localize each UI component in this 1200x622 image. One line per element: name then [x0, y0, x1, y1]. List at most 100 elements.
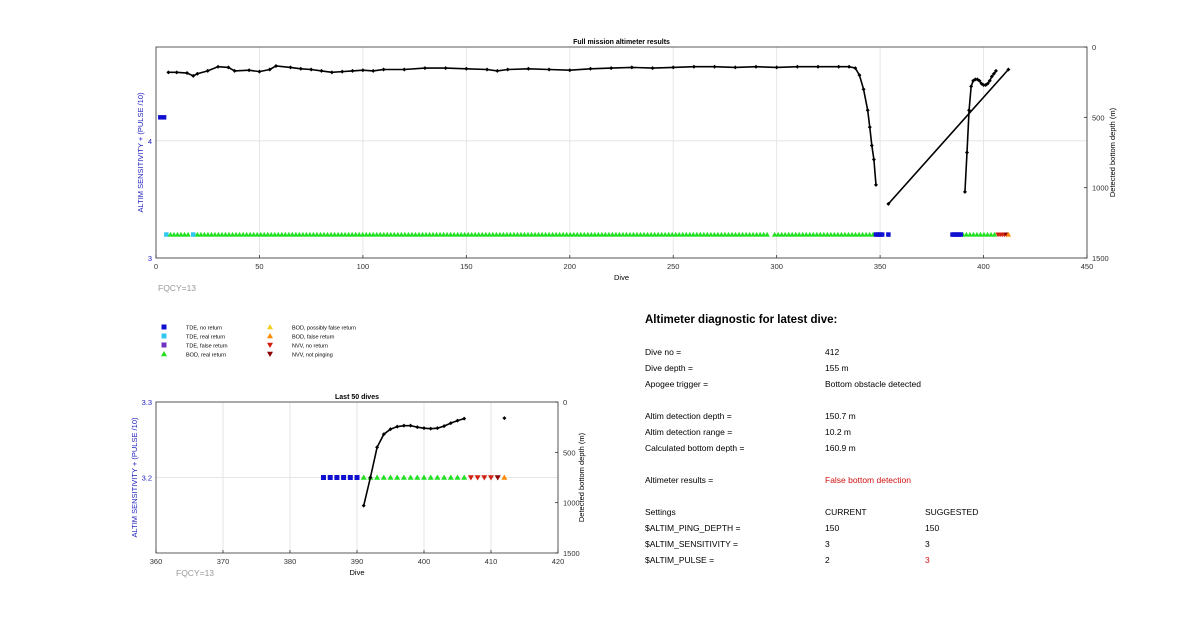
full-mission-series-2-marker: [296, 231, 303, 237]
dive-depth-value: 155 m: [825, 363, 849, 373]
full-mission-series-2-marker: [440, 231, 447, 237]
full-mission-series-2-marker: [178, 231, 184, 237]
legend-label: NVV, not pinging: [292, 353, 333, 359]
full-mission-series-2-marker: [609, 231, 616, 237]
last-50-y-right-tick-label: 500: [563, 448, 576, 457]
full-mission-series-2-marker: [395, 231, 401, 237]
full-mission-series-2-marker: [757, 231, 763, 237]
full-mission-series-2-marker: [402, 231, 408, 237]
full-mission-series-7-depth-point: [712, 64, 717, 69]
full-mission-series-8-depth-point: [991, 71, 996, 76]
full-mission-series-2-marker: [331, 231, 338, 237]
full-mission-series-7-depth-point: [298, 66, 303, 71]
full-mission-series-2-marker: [426, 231, 433, 237]
full-mission-series-2-marker: [807, 231, 813, 237]
results-label: Altimeter results =: [645, 475, 714, 485]
full-mission-series-7-depth-point: [671, 65, 676, 70]
full-mission-series-2-marker: [490, 231, 496, 237]
full-mission-y-left-label: ALTIM SENSITIVITY + (PULSE /10): [136, 92, 145, 212]
full-mission-series-8-depth-point: [973, 77, 978, 82]
full-mission-series-2-marker: [793, 231, 799, 237]
full-mission-series-2-marker: [563, 231, 570, 237]
last-50-series-1-marker: [360, 474, 367, 480]
full-mission-series-2-marker: [549, 231, 556, 237]
last-50-series-5-depth-point: [462, 416, 467, 421]
full-mission-series-2-marker: [215, 231, 222, 237]
full-mission-series-7-depth-point: [505, 67, 510, 72]
full-mission-series-2-marker: [651, 231, 658, 237]
full-mission-series-2-marker: [736, 231, 742, 237]
full-mission-series-2-marker: [279, 231, 285, 237]
full-mission-series-2-marker: [374, 231, 380, 237]
full-mission-series-2-marker: [528, 231, 535, 237]
full-mission-series-7-depth-point: [195, 71, 200, 76]
full-mission-series-2-marker: [963, 231, 970, 237]
suggested-header: SUGGESTED: [925, 507, 979, 517]
full-mission-series-2-marker: [476, 231, 482, 237]
full-mission-series-2-marker: [574, 231, 580, 237]
full-mission-x-tick-label: 400: [977, 262, 990, 271]
full-mission-series-2-marker: [367, 231, 373, 237]
full-mission-series-2-marker: [722, 231, 728, 237]
full-mission-series-7-depth-point: [174, 70, 179, 75]
full-mission-series-2-marker: [581, 231, 587, 237]
full-mission-series-7-depth-point: [857, 73, 862, 78]
full-mission-series-8-depth-point: [987, 78, 992, 83]
last-50-y-left-label: ALTIM SENSITIVITY + (PULSE /10): [130, 417, 139, 537]
full-mission-series-2-marker: [377, 231, 383, 237]
last-50-y-right-tick-label: 0: [563, 398, 567, 407]
full-mission-series-2-marker: [782, 231, 788, 237]
full-mission-series-7-depth-point: [273, 63, 278, 68]
full-mission-x-tick-label: 0: [154, 262, 158, 271]
full-mission-series-2-marker: [715, 231, 721, 237]
full-mission-series-2-marker: [824, 231, 831, 237]
full-mission-series-2-marker: [602, 231, 609, 237]
full-mission-series-2-marker: [275, 231, 281, 237]
full-mission-series-2-marker: [592, 231, 598, 237]
last-50-y-left-tick-label: 3.2: [142, 474, 152, 483]
detection-depth-label: Altim detection depth =: [645, 411, 732, 421]
full-mission-series-2-marker: [419, 231, 426, 237]
full-mission-series-7-depth-point: [691, 64, 696, 69]
last-50-series-5-depth-point: [401, 423, 406, 428]
full-mission-series-7-depth-point: [861, 87, 866, 92]
full-mission-series-2-marker: [970, 231, 977, 237]
sensitivity-current: 3: [825, 539, 830, 549]
full-mission-series-2-marker: [338, 231, 345, 237]
full-mission-series-2-marker: [595, 231, 602, 237]
full-mission-series-2-marker: [669, 231, 675, 237]
full-mission-series-2-marker: [810, 231, 816, 237]
full-mission-series-2-marker: [430, 231, 436, 237]
full-mission-series-7-depth-point: [795, 64, 800, 69]
last-50-series-4-marker: [501, 474, 508, 480]
last-50-series-1-marker: [461, 474, 468, 480]
full-mission-series-2-marker: [514, 231, 521, 237]
last-50-series-2-marker: [474, 475, 481, 481]
full-mission-x-tick-label: 300: [770, 262, 783, 271]
last-50-series-1-marker: [400, 474, 407, 480]
full-mission-series-2-marker: [683, 231, 689, 237]
full-mission-series-7-depth-point: [547, 67, 552, 72]
full-mission-series-2-marker: [623, 231, 630, 237]
last-50-series-5-depth-point: [442, 424, 447, 429]
legend-label: TDE, no return: [186, 326, 222, 332]
full-mission-y-right-tick-label: 1000: [1092, 184, 1109, 193]
full-mission-x-tick-label: 100: [357, 262, 370, 271]
full-mission-series-2-marker: [701, 231, 707, 237]
full-mission-series-2-marker: [447, 231, 454, 237]
full-mission-series-7-depth-point: [464, 66, 469, 71]
full-mission-series-2-marker: [167, 231, 174, 237]
last-50-series-5-depth-line: [362, 417, 465, 506]
full-mission-series-2-marker: [461, 231, 468, 237]
calculated-depth-label: Calculated bottom depth =: [645, 443, 745, 453]
full-mission-series-2-marker: [796, 231, 802, 237]
settings-label: Settings: [645, 507, 676, 517]
full-mission-fqcy-annotation: FQCY=13: [158, 283, 196, 293]
full-mission-series-7-depth-point: [350, 68, 355, 73]
current-header: CURRENT: [825, 507, 867, 517]
full-mission-series-2-marker: [247, 231, 253, 237]
full-mission-series-2-marker: [451, 231, 457, 237]
last-50-series-1-marker: [427, 474, 434, 480]
full-mission-series-2-marker: [739, 231, 746, 237]
